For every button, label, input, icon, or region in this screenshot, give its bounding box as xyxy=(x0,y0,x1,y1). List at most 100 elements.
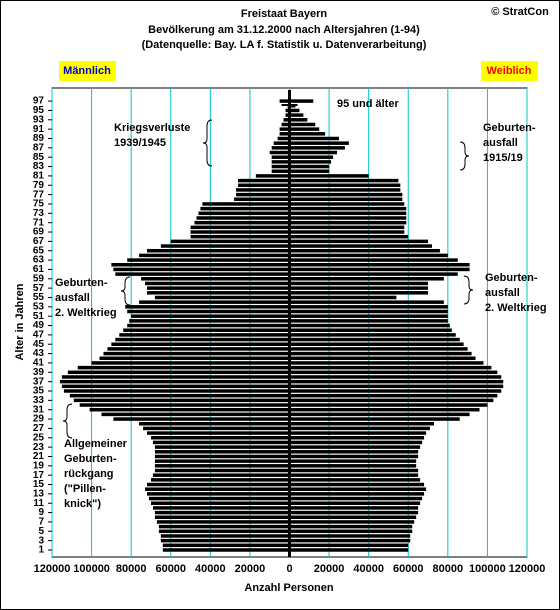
bar xyxy=(152,440,290,445)
bar xyxy=(113,417,290,421)
bar xyxy=(73,398,290,403)
x-tick-label: 20000 xyxy=(235,563,266,575)
bar xyxy=(289,202,405,206)
bar xyxy=(289,389,502,393)
bar xyxy=(119,333,290,337)
bar xyxy=(289,454,419,459)
bar xyxy=(289,132,326,136)
bar xyxy=(127,323,290,328)
bar xyxy=(289,122,316,127)
bar xyxy=(289,365,492,370)
annotation: knick") xyxy=(64,498,101,510)
brace xyxy=(62,403,73,439)
bar xyxy=(289,421,434,426)
bar xyxy=(139,300,290,304)
bar xyxy=(61,375,290,379)
bar xyxy=(289,506,419,510)
bar xyxy=(289,291,429,295)
bar xyxy=(162,548,290,552)
bar xyxy=(156,520,290,524)
y-tick-label: 39 xyxy=(33,367,45,378)
bar xyxy=(141,277,290,281)
bar xyxy=(289,244,432,248)
bar xyxy=(147,248,290,253)
bar xyxy=(154,464,290,468)
annotation: 95 und älter xyxy=(337,98,399,110)
bar xyxy=(158,524,290,529)
annotation: 2. Weltkrieg xyxy=(55,307,117,319)
bar xyxy=(148,496,290,501)
braces xyxy=(62,119,474,439)
bar xyxy=(289,281,429,286)
bar xyxy=(150,436,290,440)
y-tick-label: 51 xyxy=(33,311,45,322)
bar xyxy=(289,230,405,234)
bar xyxy=(147,291,290,295)
annotation: Allgemeiner xyxy=(64,438,128,450)
bar xyxy=(289,258,458,262)
legend-label: Männlich xyxy=(63,65,111,77)
bar xyxy=(289,492,425,496)
bar xyxy=(154,468,290,473)
bar xyxy=(289,534,411,538)
bar xyxy=(77,365,290,370)
bar xyxy=(238,178,290,183)
bar xyxy=(107,347,290,351)
bar xyxy=(289,309,448,314)
bar xyxy=(236,188,290,192)
annotation: Geburten- xyxy=(55,277,108,289)
bar xyxy=(277,136,290,141)
bar xyxy=(160,534,290,538)
bar xyxy=(289,473,419,477)
bar xyxy=(289,211,407,216)
annotation: Geburten- xyxy=(64,453,117,465)
annotation: ausfall xyxy=(485,287,520,299)
y-tick-label: 69 xyxy=(33,227,45,238)
bar xyxy=(145,487,290,491)
bar xyxy=(289,464,417,468)
bar xyxy=(115,272,290,276)
bar xyxy=(154,445,290,449)
y-tick-label: 53 xyxy=(33,301,45,312)
bar xyxy=(285,108,290,113)
x-tick-label: 40000 xyxy=(195,563,226,575)
x-tick-label: 60000 xyxy=(155,563,186,575)
bar xyxy=(289,174,369,178)
y-tick-label: 81 xyxy=(33,171,45,182)
x-tick-label: 80000 xyxy=(433,563,464,575)
bar xyxy=(289,412,470,417)
bar xyxy=(154,459,290,463)
bar xyxy=(113,267,290,272)
bar xyxy=(289,169,330,173)
bar xyxy=(154,450,290,454)
bar xyxy=(111,262,290,267)
y-tick-label: 85 xyxy=(33,152,45,163)
x-tick-label: 120000 xyxy=(509,563,546,575)
bar xyxy=(289,220,407,225)
chart-subtitle: Bevölkerung am 31.12.2000 nach Altersjah… xyxy=(148,24,420,36)
bar xyxy=(289,384,504,389)
bar xyxy=(289,445,421,449)
bar xyxy=(289,496,423,501)
bar xyxy=(196,216,290,220)
y-tick-label: 59 xyxy=(33,273,45,284)
bar xyxy=(59,379,290,384)
bar xyxy=(289,178,399,183)
bar xyxy=(103,351,290,356)
bar xyxy=(139,421,290,426)
bar xyxy=(127,258,290,262)
y-tick-label: 37 xyxy=(33,376,45,387)
bar xyxy=(289,356,476,361)
y-tick-label: 13 xyxy=(33,489,45,500)
bar xyxy=(152,473,290,477)
bar xyxy=(289,277,444,281)
bar xyxy=(271,160,290,164)
bar xyxy=(123,328,290,332)
brace xyxy=(202,119,213,167)
bar xyxy=(289,337,460,342)
bar xyxy=(198,211,290,216)
y-tick-label: 55 xyxy=(33,292,45,303)
bar xyxy=(289,403,488,407)
bar xyxy=(289,520,415,524)
bar xyxy=(289,487,427,491)
